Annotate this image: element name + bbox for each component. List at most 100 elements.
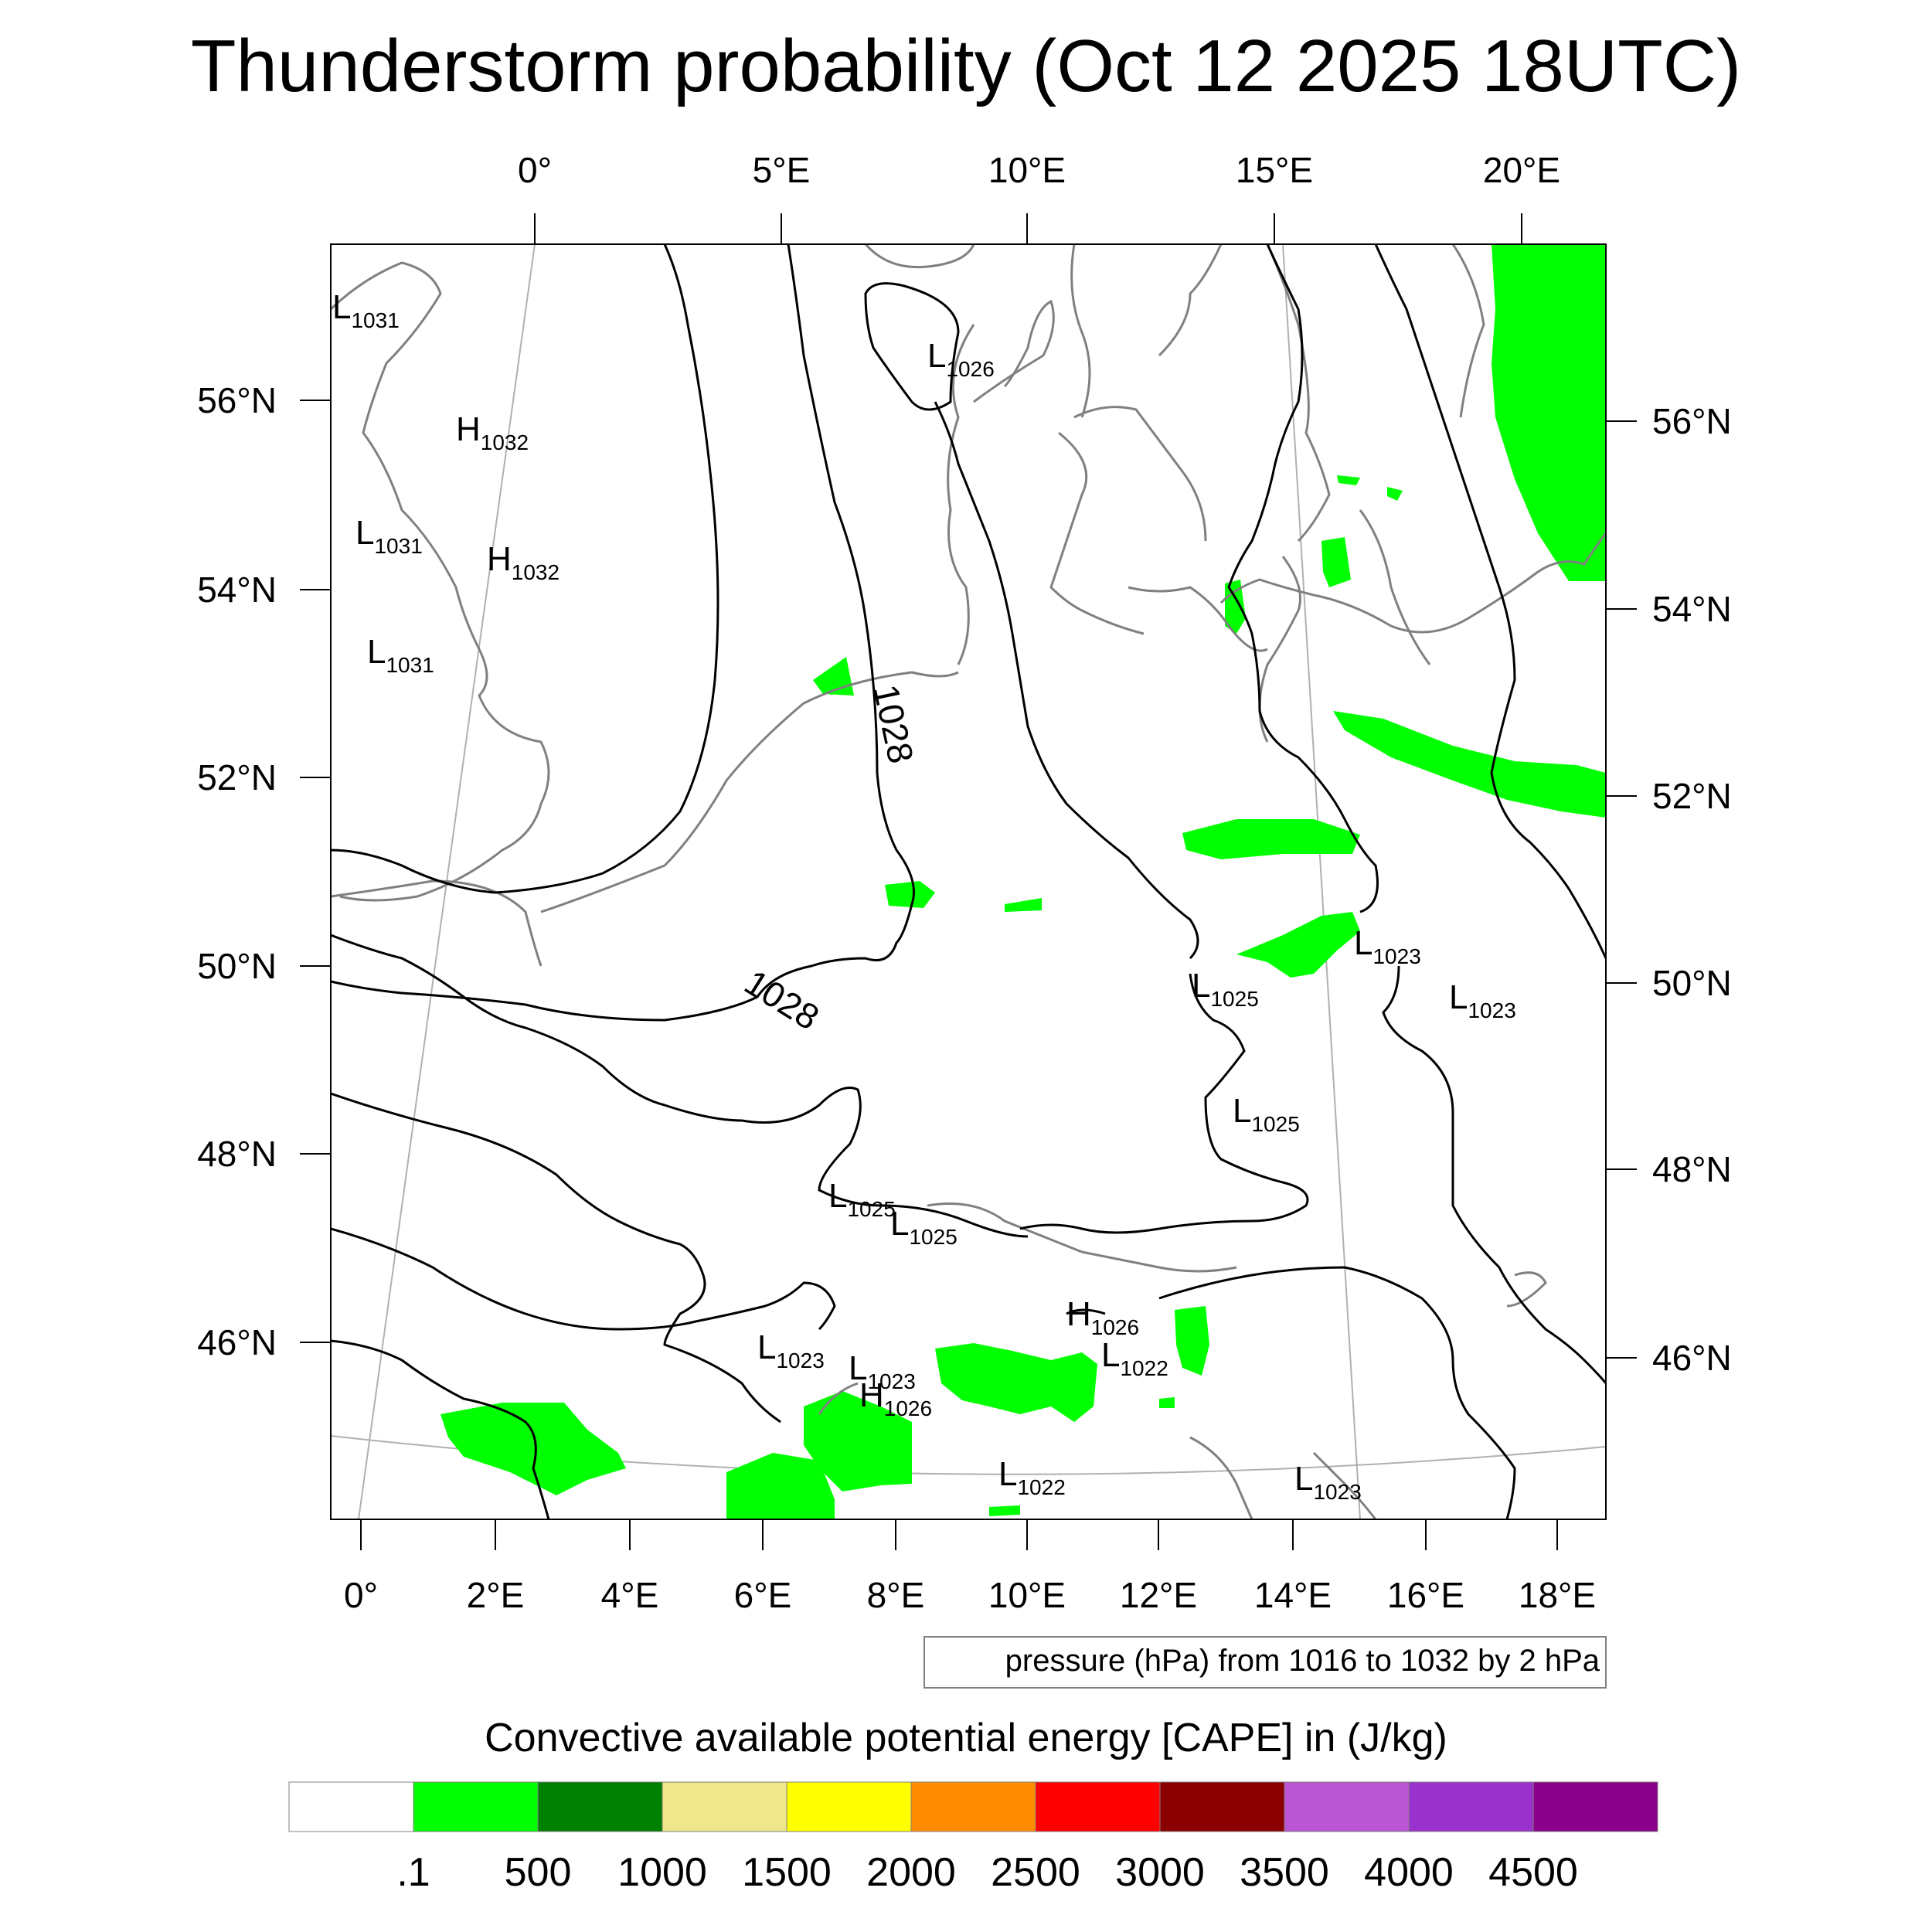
lon-label: 14°E bbox=[1254, 1575, 1332, 1615]
pressure-center: L1025 bbox=[1233, 1092, 1300, 1136]
colorbar-tick-label: 4500 bbox=[1488, 1850, 1578, 1895]
colorbar-tick-label: 2500 bbox=[991, 1850, 1080, 1895]
lat-label: 46°N bbox=[197, 1322, 277, 1362]
pressure-center: L1023 bbox=[1294, 1460, 1362, 1504]
lat-label: 46°N bbox=[1652, 1338, 1732, 1378]
colorbar-swatch bbox=[413, 1781, 539, 1832]
pressure-center: L1025 bbox=[828, 1177, 896, 1221]
colorbar-swatch bbox=[1159, 1781, 1285, 1832]
cape-area-rugen bbox=[1225, 580, 1246, 634]
isobars bbox=[331, 244, 1606, 1519]
cape-area-baltic-northeast bbox=[1492, 244, 1606, 581]
isobar-3 bbox=[864, 282, 960, 411]
pressure-center: H1032 bbox=[456, 410, 529, 454]
cape-area-baltic-strip bbox=[1511, 433, 1553, 526]
isobar-6 bbox=[1227, 244, 1379, 913]
cape-area-small-3 bbox=[1005, 898, 1042, 912]
colorbar-swatch bbox=[662, 1781, 787, 1832]
isobar-2 bbox=[331, 244, 915, 1022]
pressure-center: L1023 bbox=[757, 1328, 825, 1372]
isobar-9 bbox=[331, 934, 1029, 1238]
isobar-5 bbox=[1019, 973, 1309, 1234]
pressure-center: H1026 bbox=[1066, 1295, 1139, 1339]
top-longitude-labels: 0° 5°E 10°E 15°E 20°E bbox=[518, 150, 1560, 190]
colorbar-tick-label: 1000 bbox=[617, 1850, 707, 1895]
contour-info-text: pressure (hPa) from 1016 to 1032 by 2 hP… bbox=[1005, 1644, 1600, 1678]
isobar-10 bbox=[331, 1092, 781, 1423]
colorbar-swatch bbox=[537, 1781, 663, 1832]
lon-label: 12°E bbox=[1120, 1575, 1197, 1615]
cape-area-france-west bbox=[440, 1403, 626, 1495]
pressure-center: H1032 bbox=[487, 540, 560, 584]
cape-area-small-2 bbox=[1387, 487, 1403, 501]
right-latitude-labels: 56°N 54°N 52°N 50°N 48°N 46°N bbox=[1652, 401, 1732, 1378]
colorbar-swatch bbox=[1035, 1781, 1161, 1832]
colorbar-tick-label: .1 bbox=[396, 1850, 430, 1895]
pressure-center: L1023 bbox=[1354, 924, 1421, 968]
colorbar-tick-label: 1500 bbox=[742, 1850, 832, 1895]
colorbar-swatch bbox=[1408, 1781, 1534, 1832]
isobar-4 bbox=[934, 401, 1199, 960]
lon-label: 20°E bbox=[1483, 150, 1560, 190]
pressure-center: L1031 bbox=[355, 514, 423, 558]
cape-area-belgium bbox=[885, 881, 935, 908]
isobar-14 bbox=[1066, 1308, 1106, 1315]
contour-info-box: pressure (hPa) from 1016 to 1032 by 2 hP… bbox=[923, 1636, 1607, 1689]
isobar-label: 1028 bbox=[738, 961, 826, 1037]
lat-label: 52°N bbox=[197, 757, 277, 798]
isobar-label-group: 1028 1028 bbox=[738, 681, 922, 1037]
colorbar-labels: .1 500 1000 1500 2000 2500 3000 3500 4000 4500 bbox=[396, 1850, 1578, 1895]
lon-label: 10°E bbox=[988, 1575, 1066, 1615]
pressure-centers: L1031 H1032 L1031 H1032 L1031 L1026 L102… bbox=[332, 288, 1516, 1504]
cape-area-austria-east bbox=[1175, 1306, 1209, 1376]
lat-label: 52°N bbox=[1652, 776, 1732, 816]
tick-marks bbox=[300, 213, 1637, 1550]
lat-label: 54°N bbox=[197, 570, 277, 610]
left-latitude-labels: 56°N 54°N 52°N 50°N 48°N 46°N bbox=[197, 380, 277, 1362]
colorbar-tick-label: 4000 bbox=[1364, 1850, 1454, 1895]
isobar-7 bbox=[1374, 244, 1606, 959]
cape-area-small-4 bbox=[989, 1505, 1020, 1516]
coastlines bbox=[331, 244, 1606, 1519]
lon-label: 18°E bbox=[1519, 1575, 1596, 1615]
lat-label: 50°N bbox=[197, 946, 277, 986]
isobar-label: 1028 bbox=[866, 681, 921, 767]
chart-title: Thunderstorm probability (Oct 12 2025 18… bbox=[191, 25, 1741, 107]
cape-area-small-5 bbox=[1159, 1397, 1175, 1408]
lon-label: 5°E bbox=[753, 150, 811, 190]
bottom-longitude-labels: 0° 2°E 4°E 6°E 8°E 10°E 12°E 14°E 16°E 1… bbox=[344, 1575, 1596, 1615]
colorbar-swatch bbox=[910, 1781, 1036, 1832]
cape-area-small-1 bbox=[1337, 475, 1360, 485]
lat-label: 56°N bbox=[1652, 401, 1732, 441]
lon-label: 8°E bbox=[867, 1575, 925, 1615]
pressure-center: L1022 bbox=[998, 1455, 1066, 1499]
lon-label: 6°E bbox=[734, 1575, 792, 1615]
pressure-center: L1031 bbox=[367, 633, 434, 677]
cape-area-switzerland bbox=[804, 1391, 912, 1492]
pressure-center: L1022 bbox=[1101, 1336, 1168, 1380]
lon-label: 4°E bbox=[601, 1575, 659, 1615]
cape-area-poland-band bbox=[1333, 711, 1606, 818]
lat-label: 48°N bbox=[1652, 1149, 1732, 1189]
lon-label: 10°E bbox=[988, 150, 1066, 190]
colorbar-tick-label: 3500 bbox=[1240, 1850, 1329, 1895]
cape-area-france-south bbox=[726, 1453, 835, 1519]
cape-area-alps bbox=[935, 1343, 1097, 1422]
colorbar-swatch bbox=[288, 1781, 414, 1832]
cape-area-czech bbox=[1236, 912, 1360, 978]
lat-label: 50°N bbox=[1652, 963, 1732, 1003]
lon-label: 0° bbox=[344, 1575, 378, 1615]
colorbar-tick-label: 3000 bbox=[1115, 1850, 1205, 1895]
colorbar bbox=[288, 1781, 1658, 1832]
pressure-center: L1031 bbox=[332, 288, 400, 332]
pressure-center: L1026 bbox=[927, 337, 995, 381]
colorbar-title: Convective available potential energy [C… bbox=[485, 1716, 1447, 1760]
isobar-13 bbox=[1158, 1266, 1516, 1519]
pressure-center: L1023 bbox=[849, 1349, 916, 1393]
colorbar-swatch bbox=[1532, 1781, 1658, 1832]
lat-label: 56°N bbox=[197, 380, 277, 420]
pressure-center: L1025 bbox=[1192, 967, 1259, 1011]
cape-area-germany-east bbox=[1182, 819, 1360, 859]
lon-label: 2°E bbox=[467, 1575, 525, 1615]
